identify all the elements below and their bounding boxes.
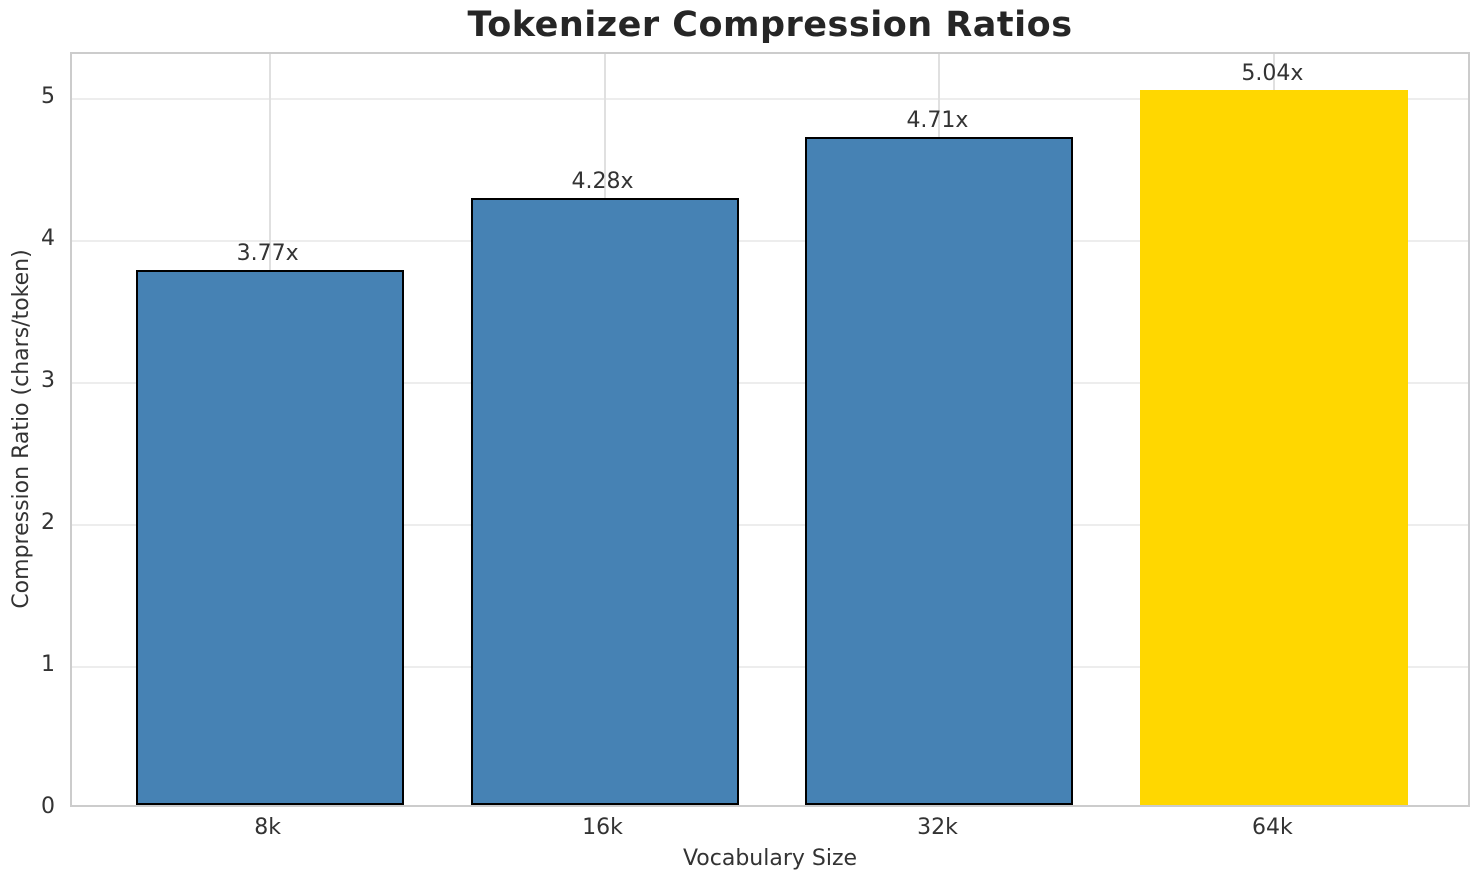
horizontal-gridline	[72, 666, 1468, 669]
bar-16k	[470, 197, 739, 805]
y-tick-label: 0	[41, 794, 55, 819]
y-tick-label: 4	[41, 226, 55, 252]
plot-area	[70, 52, 1470, 807]
bar-8k	[135, 269, 404, 805]
y-axis-label: Compression Ratio (chars/token)	[9, 249, 34, 609]
horizontal-gridline	[72, 382, 1468, 385]
x-tick-label: 16k	[582, 815, 623, 840]
bar-value-label: 4.71x	[906, 107, 969, 133]
x-axis-label: Vocabulary Size	[682, 846, 858, 871]
bar-value-label: 5.04x	[1241, 60, 1304, 86]
x-tick-label: 64k	[1252, 815, 1293, 840]
y-tick-label: 5	[41, 84, 55, 110]
x-tick-label: 32k	[917, 815, 958, 840]
horizontal-gridline	[72, 524, 1468, 527]
horizontal-gridline	[72, 240, 1468, 243]
bar-value-label: 4.28x	[571, 168, 634, 194]
y-tick-label: 3	[41, 368, 55, 394]
bar-32k	[805, 136, 1074, 805]
chart-title: Tokenizer Compression Ratios	[467, 5, 1073, 45]
bar-64k	[1140, 89, 1409, 805]
x-tick-label: 8k	[254, 815, 281, 840]
horizontal-gridline	[72, 98, 1468, 101]
bar-value-label: 3.77x	[236, 240, 299, 266]
y-tick-label: 1	[41, 652, 55, 678]
y-tick-label: 2	[41, 510, 55, 536]
